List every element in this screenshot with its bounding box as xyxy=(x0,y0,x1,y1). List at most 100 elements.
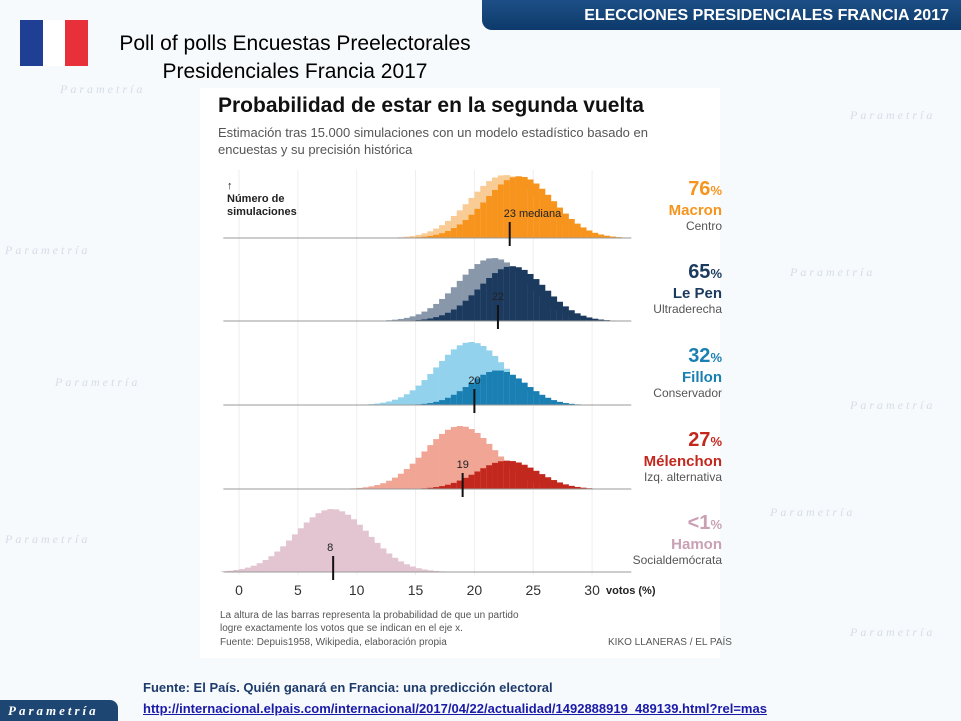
bar-all-simulations xyxy=(321,510,328,572)
bar-second-round xyxy=(492,370,499,405)
bar-second-round xyxy=(456,224,463,238)
bar-second-round xyxy=(533,391,540,405)
bar-second-round xyxy=(550,400,558,405)
bar-all-simulations xyxy=(450,287,458,321)
bar-all-simulations xyxy=(468,429,475,489)
bar-second-round xyxy=(556,482,563,489)
bar-all-simulations xyxy=(403,394,410,405)
bar-second-round xyxy=(592,232,599,238)
bar-all-simulations xyxy=(421,311,428,321)
footer-link[interactable]: http://internacional.elpais.com/internac… xyxy=(143,701,767,716)
bar-all-simulations xyxy=(262,560,269,572)
bar-all-simulations xyxy=(397,397,405,405)
bar-second-round xyxy=(527,387,534,405)
bar-second-round xyxy=(497,370,505,405)
bar-all-simulations xyxy=(380,548,387,572)
bar-second-round xyxy=(444,397,452,405)
bar-second-round xyxy=(474,471,481,489)
bar-all-simulations xyxy=(415,385,422,405)
bar-second-round xyxy=(586,317,593,321)
bar-second-round xyxy=(421,236,428,238)
footer-source: Fuente: El País. Quién ganará en Francia… xyxy=(143,680,553,695)
bar-second-round xyxy=(486,196,493,238)
bar-second-round xyxy=(515,267,522,321)
bar-second-round xyxy=(433,487,440,489)
bar-all-simulations xyxy=(268,556,275,572)
bar-all-simulations xyxy=(374,485,381,489)
bar-all-simulations xyxy=(368,486,375,489)
bar-second-round xyxy=(574,313,581,321)
bar-all-simulations xyxy=(456,280,463,321)
bar-second-round xyxy=(580,315,587,321)
bar-second-round xyxy=(556,401,563,405)
bar-all-simulations xyxy=(468,268,475,321)
bar-second-round xyxy=(592,318,599,321)
bar-second-round xyxy=(568,310,575,321)
bar-all-simulations xyxy=(474,343,481,405)
bar-all-simulations xyxy=(409,235,416,238)
candidate-name: Le Pen xyxy=(672,285,722,302)
bar-all-simulations xyxy=(397,473,405,489)
percent-sign: % xyxy=(710,434,722,449)
watermark: Parametría xyxy=(55,375,141,389)
bar-all-simulations xyxy=(380,402,387,405)
bar-all-simulations xyxy=(439,298,446,321)
bar-all-simulations xyxy=(421,380,428,405)
candidate-name: Macron xyxy=(668,202,722,219)
bar-second-round xyxy=(486,465,493,489)
bar-second-round xyxy=(462,300,469,321)
bar-second-round xyxy=(433,234,440,238)
bar-second-round xyxy=(527,467,534,489)
bar-all-simulations xyxy=(386,401,393,405)
bar-all-simulations xyxy=(433,367,440,405)
bar-second-round xyxy=(497,461,505,489)
watermark: Parametría xyxy=(850,625,936,639)
bar-all-simulations xyxy=(386,553,393,572)
bar-all-simulations xyxy=(409,390,416,405)
bar-all-simulations xyxy=(280,546,287,572)
bar-second-round xyxy=(497,184,505,238)
bar-second-round xyxy=(450,482,458,489)
probability: 65% xyxy=(653,261,722,285)
bar-all-simulations xyxy=(256,563,263,572)
bar-all-simulations xyxy=(397,318,405,321)
bar-all-simulations xyxy=(362,487,369,489)
x-tick-label: 20 xyxy=(466,582,483,598)
bar-all-simulations xyxy=(444,293,452,321)
bar-second-round xyxy=(444,230,452,238)
bar-second-round xyxy=(480,374,487,405)
median-label: 23 mediana xyxy=(504,208,562,220)
bar-all-simulations xyxy=(350,519,357,572)
bar-second-round xyxy=(468,214,475,238)
probability: 27% xyxy=(644,429,722,453)
bar-second-round xyxy=(486,277,493,321)
bar-all-simulations xyxy=(450,349,458,405)
bar-second-round xyxy=(468,382,475,405)
bar-second-round xyxy=(421,403,428,405)
bar-second-round xyxy=(550,201,558,238)
bar-all-simulations xyxy=(409,316,416,321)
bar-second-round xyxy=(545,194,552,238)
bar-all-simulations xyxy=(433,439,440,489)
probability-value: <1 xyxy=(687,512,711,534)
bar-all-simulations xyxy=(392,319,399,321)
bar-second-round xyxy=(509,374,516,405)
bar-second-round xyxy=(545,477,552,489)
candidate-label: 32% Fillon Conservador xyxy=(653,345,722,401)
median-label: 22 xyxy=(492,291,504,303)
bar-all-simulations xyxy=(392,477,399,489)
bar-second-round xyxy=(603,235,611,238)
candidate-name: Mélenchon xyxy=(643,453,722,470)
median-label: 19 xyxy=(457,459,469,471)
bar-all-simulations xyxy=(333,509,340,572)
bar-second-round xyxy=(433,317,440,321)
bar-second-round xyxy=(515,378,522,405)
bar-all-simulations xyxy=(427,231,434,238)
bar-all-simulations xyxy=(450,215,458,238)
slide-title-line-1: Poll of polls Encuestas Preelectorales xyxy=(119,32,471,55)
bar-all-simulations xyxy=(421,233,428,238)
bar-second-round xyxy=(421,319,428,321)
probability-value: 27 xyxy=(688,429,711,451)
percent-sign: % xyxy=(710,266,722,281)
